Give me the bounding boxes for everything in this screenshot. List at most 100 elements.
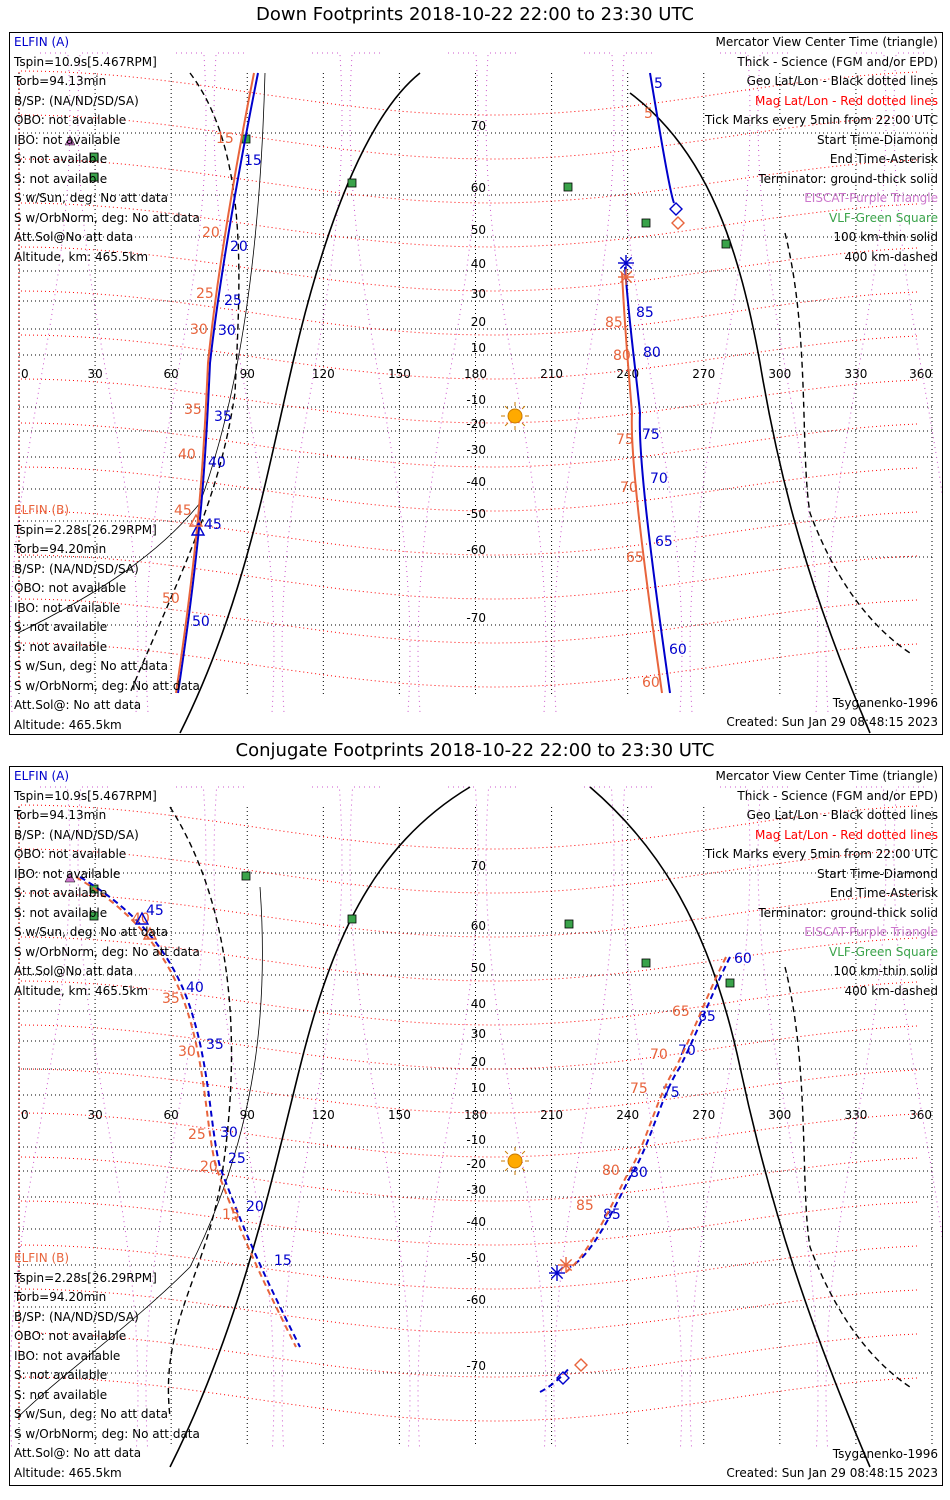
- mag-lat-line: [18, 1200, 920, 1246]
- elfin-a-track-right: [539, 956, 731, 1393]
- end-asterisk-icon: [559, 1258, 573, 1272]
- mag-lon-line: [485, 786, 547, 1448]
- info-line: Altitude: 465.5km: [14, 717, 122, 732]
- terminator-400km-right: [784, 232, 911, 654]
- info-line: VLF-Green Square: [829, 210, 938, 225]
- start-diamond-icon: [556, 1371, 570, 1385]
- elfin-a-track-right-tick-label: 5: [654, 76, 663, 92]
- sun-ray: [521, 405, 526, 410]
- info-line: S: not available: [14, 1368, 108, 1382]
- elfin-b-track-right-tick-label: 65: [626, 550, 644, 566]
- elfin-a-track-right-tick-label: 85: [603, 1207, 621, 1223]
- lat-label: -70: [466, 1359, 486, 1373]
- elfin-b-track-left-tick-label: 25: [188, 1127, 206, 1143]
- mag-lat-line: [18, 980, 920, 1026]
- elfin-a-track-left-tick-label: 35: [206, 1037, 224, 1053]
- elfin-a-track-right-tick-label: 75: [662, 1085, 680, 1101]
- mag-lat-line: [18, 114, 920, 160]
- mag-lat-line: [18, 1112, 920, 1158]
- mag-lon-line: [485, 52, 547, 714]
- info-line: OBO: not available: [14, 1329, 127, 1343]
- info-line: Mag Lat/Lon - Red dotted lines: [754, 93, 938, 108]
- mag-lon-line: [417, 786, 479, 1448]
- info-line: Altitude, km: 465.5km: [14, 249, 149, 264]
- mag-lat-line: [18, 804, 920, 850]
- lat-label: 40: [471, 997, 486, 1011]
- lon-label: 270: [692, 1108, 715, 1122]
- mag-lat-line: [18, 334, 920, 380]
- info-line: End Time-Asterisk: [829, 152, 938, 166]
- elfin-a-track-left-tick-label: 45: [146, 903, 164, 919]
- elfin-a-track-right-tick-label: 75: [642, 427, 660, 443]
- elfin-b-track-left-tick-label: 40: [178, 447, 196, 463]
- info-line: Torb=94.13min: [14, 808, 107, 822]
- mag-lat-line: [18, 1244, 920, 1290]
- vlf-square-icon: [641, 958, 651, 968]
- info-line: Thick - Science (FGM and/or EPD): [737, 54, 938, 69]
- elfin-a-track-right-tick-label: 80: [643, 345, 661, 361]
- info-line: S: not available: [14, 620, 108, 634]
- mag-lon-line: [757, 786, 819, 1448]
- info-line: OBO: not available: [14, 581, 127, 595]
- sun-ray: [504, 1167, 509, 1172]
- sun-ray: [504, 422, 509, 427]
- legend-down: Mercator View Center Time (triangle) Thic…: [705, 33, 938, 267]
- elfin-a-track-right-tick-label: 60: [734, 951, 752, 967]
- elfin-b-track-right: [621, 272, 663, 694]
- vlf-square-icon: [89, 911, 99, 921]
- lat-label: 60: [471, 919, 486, 933]
- info-line: S w/OrbNorm, deg: No att data: [14, 210, 200, 225]
- info-line: Altitude: 465.5km: [14, 1465, 122, 1480]
- lon-label: 120: [312, 1108, 335, 1122]
- lon-label: 360: [909, 1108, 932, 1122]
- mag-lon-line: [349, 52, 411, 714]
- info-line: Thick - Science (FGM and/or EPD): [737, 788, 938, 803]
- map-panel-down: 70 60 50 40 30 20 10 -10 -20 -30 -40 -50 -60 -70 0 30 60…: [9, 32, 943, 735]
- info-line: OBO: not available: [14, 847, 127, 861]
- info-line: Tspin=2.28s[26.29RPM]: [14, 522, 157, 537]
- lat-label: -70: [466, 611, 486, 625]
- info-line: B/SP: (NA/ND/SD/SA): [14, 827, 139, 842]
- terminator-100km: [17, 72, 266, 634]
- lon-label: 240: [616, 1108, 639, 1122]
- mag-lat-line: [18, 848, 920, 894]
- lat-label: 70: [471, 859, 486, 873]
- elfin-b-track-left: [175, 72, 255, 694]
- elfin-b-track-left-tick-label: 45: [174, 503, 192, 519]
- terminator-left: [179, 72, 421, 734]
- lon-label: 210: [540, 1108, 563, 1122]
- model-info-conjugate: Tsyganenko-1996 Created: Sun Jan 29 08:4…: [726, 1445, 938, 1483]
- elfin-a-track-left-tick-label: 25: [224, 293, 242, 309]
- lat-label: -20: [466, 417, 486, 431]
- elfin-b-track-left-tick-label: 30: [178, 1044, 196, 1060]
- vlf-square-icon: [641, 218, 651, 228]
- lon-label: 120: [312, 367, 335, 381]
- mag-lat-line: [18, 202, 920, 248]
- info-line: Terminator: ground-thick solid: [758, 905, 938, 920]
- start-diamond-icon: [669, 202, 683, 216]
- elfin-a-info-down: ELFIN (A) Tspin=10.9s[5.467RPM] Torb=94.13…: [14, 33, 200, 267]
- panel-title-down: Down Footprints 2018-10-22 22:00 to 23:3…: [256, 4, 694, 25]
- elfin-b-track-left-tick-label: 20: [200, 1159, 218, 1175]
- vlf-square-icon: [89, 152, 99, 162]
- terminator-100km: [17, 886, 263, 1418]
- info-line: S w/Sun, deg: No att data: [14, 191, 168, 205]
- elfin-b-track-right-tick-label: 5: [644, 106, 653, 122]
- elfin-b-track-right-tick-label: 80: [613, 348, 631, 364]
- info-line: S w/OrbNorm, deg: No att data: [14, 944, 200, 959]
- info-line: VLF-Green Square: [829, 944, 938, 959]
- mag-lat-line: [18, 70, 920, 116]
- lon-label: 300: [768, 1108, 791, 1122]
- sun-ray: [504, 1150, 509, 1155]
- lon-label: 360: [909, 367, 932, 381]
- info-line: EISCAT-Purple Triangle: [804, 191, 938, 205]
- mag-lon-line: [77, 786, 139, 1448]
- vlf-square-icon: [347, 178, 357, 188]
- info-line: S: not available: [14, 905, 108, 920]
- elfin-a-track-left-tick-label: 40: [208, 455, 226, 471]
- elfin-b-track-right-tick-label: 75: [630, 1081, 648, 1097]
- vlf-square-icon: [347, 914, 357, 924]
- mag-lat-line: [18, 1024, 920, 1070]
- lon-label: 300: [768, 367, 791, 381]
- mag-lat-line: [18, 510, 920, 556]
